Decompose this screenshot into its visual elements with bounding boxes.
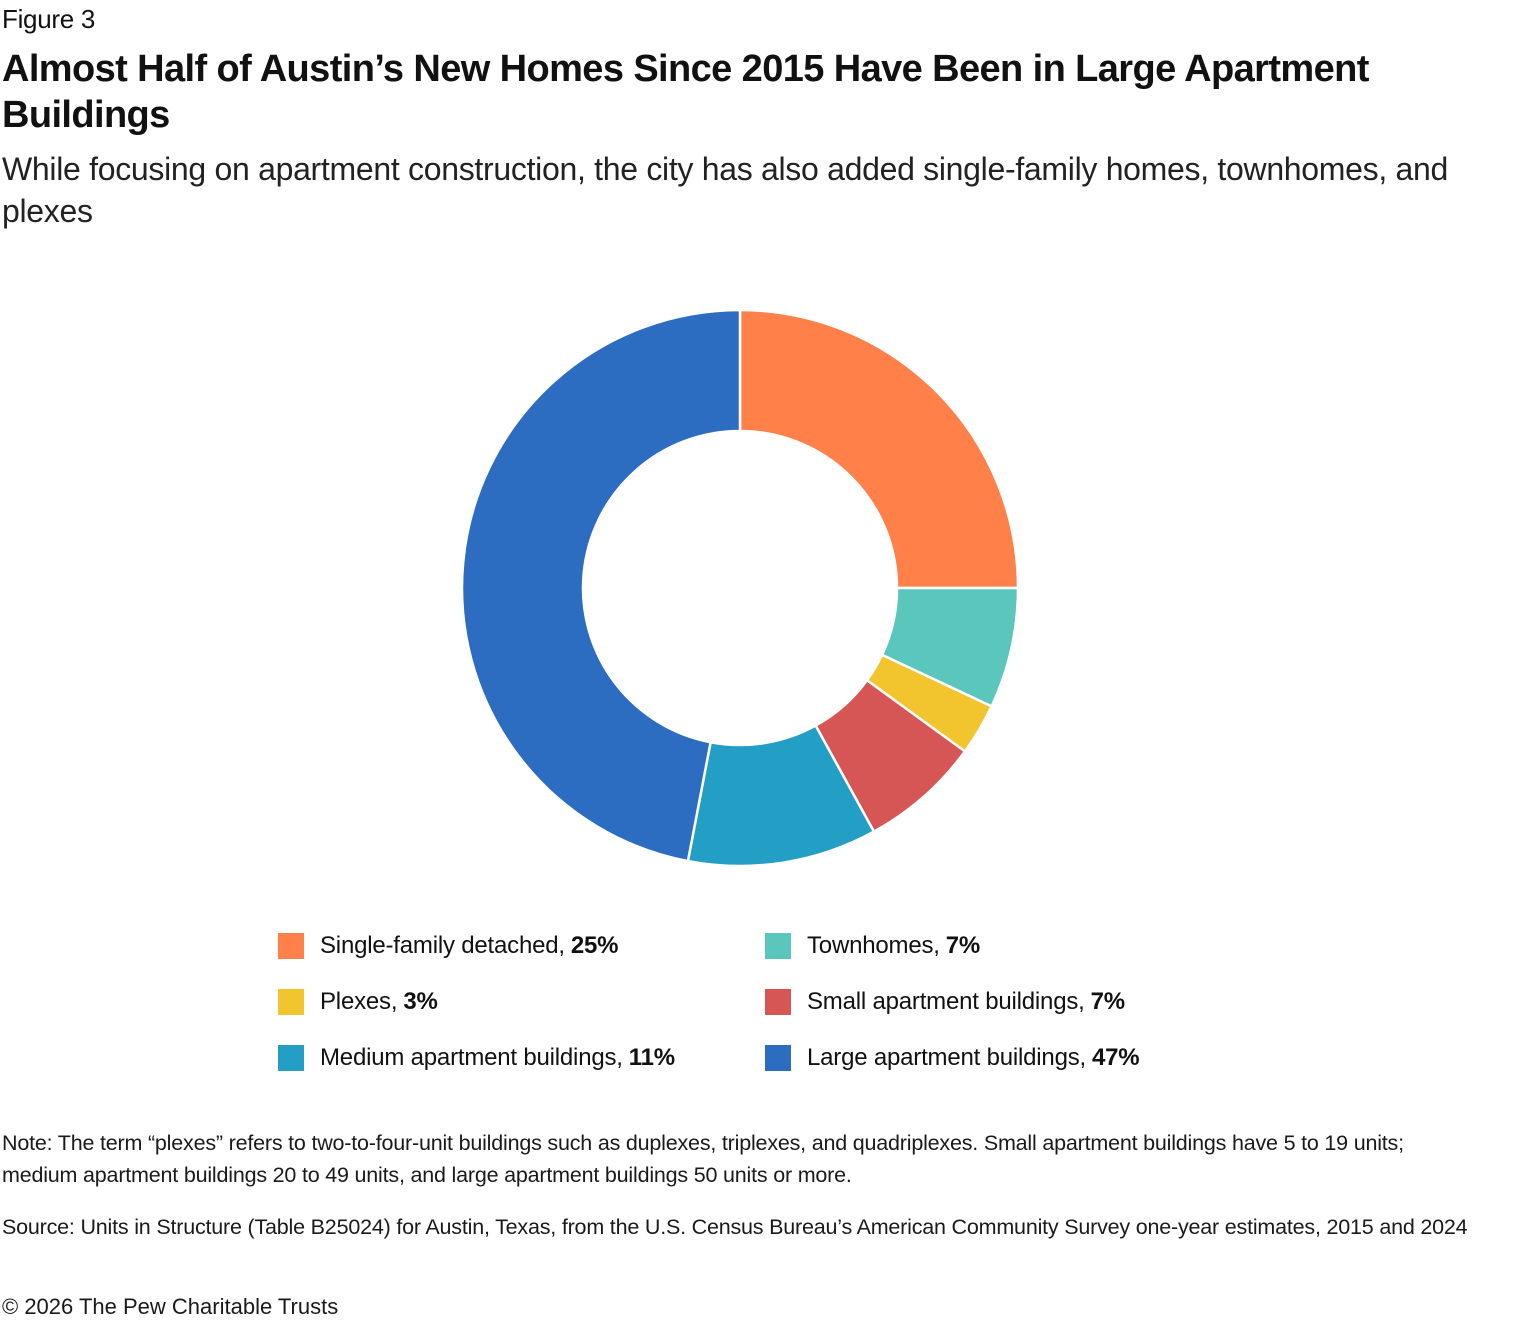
copyright: © 2026 The Pew Charitable Trusts (2, 1294, 339, 1319)
legend-label: Medium apartment buildings, (320, 1044, 623, 1071)
legend-swatch (765, 933, 791, 959)
legend-item-medium-apartments: Medium apartment buildings, 11% (278, 1030, 765, 1086)
legend-item-townhomes: Townhomes, 7% (765, 918, 1235, 974)
chart-note: Note: The term “plexes” refers to two-to… (2, 1131, 1404, 1187)
legend-value: 47% (1091, 1044, 1140, 1071)
legend-value: 3% (403, 988, 438, 1015)
donut-chart (440, 290, 1040, 890)
legend-swatch (278, 989, 304, 1015)
legend-item-small-apartments: Small apartment buildings, 7% (765, 974, 1235, 1030)
legend-value: 7% (945, 932, 981, 959)
legend-value: 25% (570, 932, 619, 959)
legend-label: Large apartment buildings, (807, 1044, 1086, 1071)
legend-item-plexes: Plexes, 3% (278, 974, 765, 1030)
legend-item-single-family: Single-family detached, 25% (278, 918, 765, 974)
legend-label: Single-family detached, (320, 932, 565, 959)
legend-swatch (765, 989, 791, 1015)
legend-swatch (765, 1045, 791, 1071)
chart-source: Source: Units in Structure (Table B25024… (2, 1215, 1468, 1239)
donut-svg (460, 308, 1020, 868)
legend-label: Small apartment buildings, (807, 988, 1085, 1015)
donut-slice-large-apartment-buildings (460, 308, 742, 863)
legend-label: Townhomes, (807, 932, 940, 959)
figure-label: Figure 3 (2, 4, 95, 34)
legend-swatch (278, 1045, 304, 1071)
chart-subtitle: While focusing on apartment construction… (2, 151, 1449, 229)
donut-slice-single-family-detached (738, 308, 1020, 590)
legend-item-large-apartments: Large apartment buildings, 47% (765, 1030, 1235, 1086)
chart-legend: Single-family detached, 25% Townhomes, 7… (278, 918, 1238, 1086)
legend-swatch (278, 933, 304, 959)
legend-value: 7% (1090, 988, 1125, 1015)
legend-label: Plexes, (320, 988, 398, 1015)
legend-value: 11% (628, 1044, 675, 1071)
chart-title: Almost Half of Austin’s New Homes Since … (2, 48, 1369, 136)
